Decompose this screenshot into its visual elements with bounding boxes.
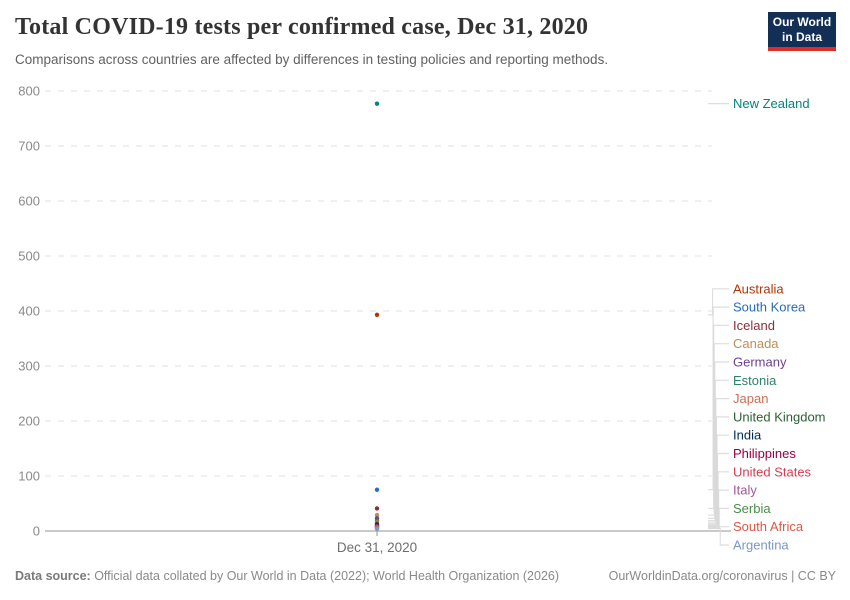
data-source-label: Data source: [15,569,91,583]
entity-label-estonia[interactable]: Estonia [733,373,777,388]
x-tick-label: Dec 31, 2020 [337,540,417,555]
y-tick-label: 500 [18,249,40,264]
entity-label-canada[interactable]: Canada [733,336,779,351]
entity-label-philippines[interactable]: Philippines [733,446,796,461]
chart-footer: Data source: Official data collated by O… [15,569,836,583]
entity-label-serbia[interactable]: Serbia [733,501,771,516]
data-source-note: Data source: Official data collated by O… [15,569,559,583]
entity-label-australia[interactable]: Australia [733,281,784,296]
y-tick-label: 800 [18,84,40,99]
entity-label-south-africa[interactable]: South Africa [733,519,804,534]
chart-area: 0 100 200 300 400 500 600 700 800 Dec 31, 2020 New… [0,80,850,560]
data-point-australia[interactable] [374,312,380,318]
y-tick-label: 0 [33,524,40,539]
chart-subtitle: Comparisons across countries are affecte… [15,52,609,67]
data-point-south-korea[interactable] [374,487,380,492]
y-tick-label: 400 [18,304,40,319]
y-tick-label: 100 [18,469,40,484]
label-connector [708,527,729,546]
entity-label-argentina[interactable]: Argentina [733,538,789,553]
owid-logo-line1: Our World [772,15,832,30]
data-point-argentina[interactable] [374,526,380,531]
label-connector [708,288,729,316]
entity-label-iceland[interactable]: Iceland [733,318,775,333]
chart-title: Total COVID-19 tests per confirmed case,… [15,14,589,40]
data-point-iceland[interactable] [374,506,380,511]
owid-logo-line2: in Data [781,29,822,44]
data-point-new-zealand[interactable] [374,101,380,106]
owid-license-link[interactable]: OurWorldinData.org/coronavirus | CC BY [608,569,836,583]
y-tick-label: 300 [18,359,40,374]
entity-label-united-states[interactable]: United States [733,464,812,479]
data-point-canada[interactable] [374,512,380,518]
entity-label-south-korea[interactable]: South Korea [733,300,806,315]
scatter-plot: 0 100 200 300 400 500 600 700 800 Dec 31, 2020 New… [18,84,826,556]
y-tick-label: 200 [18,414,40,429]
entity-label-japan[interactable]: Japan [733,391,768,406]
entity-label-india[interactable]: India [733,428,762,443]
entity-label-italy[interactable]: Italy [733,483,757,498]
y-tick-label: 700 [18,139,40,154]
entity-label-new-zealand[interactable]: New Zealand [733,96,810,111]
entity-label-united-kingdom[interactable]: United Kingdom [733,409,826,424]
data-source-text: Official data collated by Our World in D… [90,569,560,583]
entity-label-germany[interactable]: Germany [733,355,787,370]
owid-logo[interactable]: Our World in Data [768,12,836,51]
y-tick-label: 600 [18,194,40,209]
